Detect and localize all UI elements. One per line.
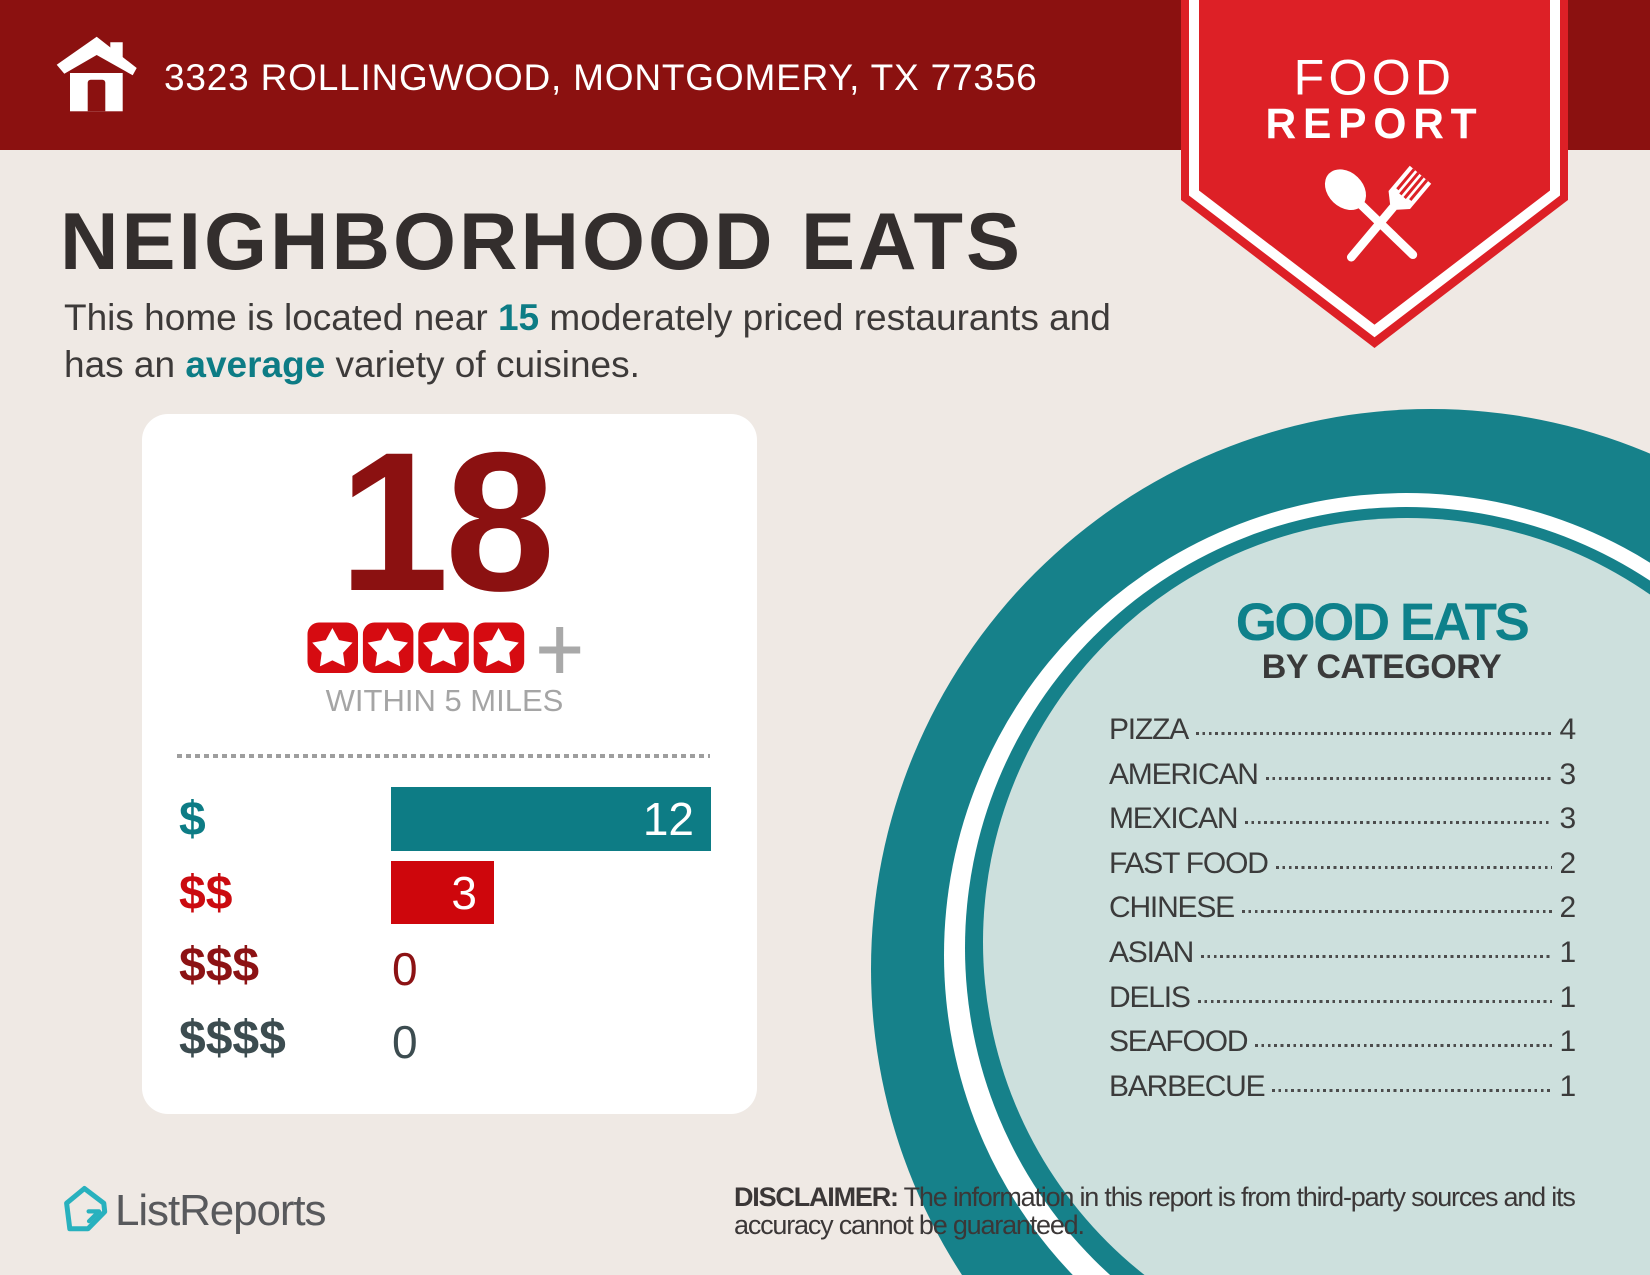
svg-text:REPORT: REPORT	[1266, 101, 1484, 148]
svg-text:FOOD: FOOD	[1294, 50, 1456, 106]
